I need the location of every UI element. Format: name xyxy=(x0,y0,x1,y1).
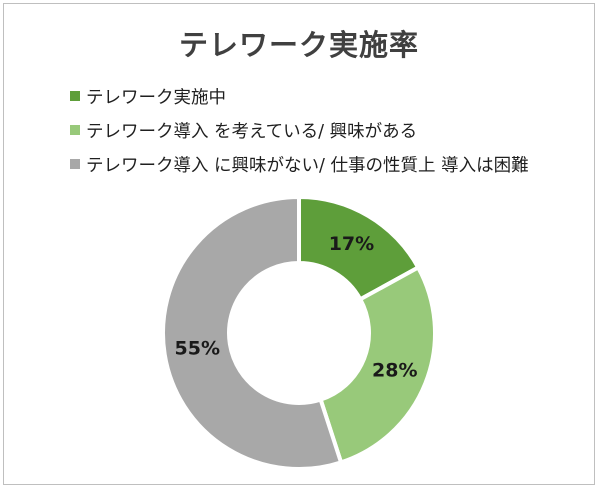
legend-label-implementing: テレワーク実施中 xyxy=(86,87,226,108)
legend-item-not-interested: テレワーク導入 に興味がない/ 仕事の性質上 導入は困難 xyxy=(70,150,529,178)
legend: テレワーク実施中 テレワーク導入 を考えている/ 興味がある テレワーク導入 に… xyxy=(70,82,529,184)
data-label-considering: 28% xyxy=(372,359,417,381)
data-label-implementing: 17% xyxy=(329,233,374,255)
data-label-not-interested: 55% xyxy=(175,338,220,360)
legend-swatch-considering xyxy=(70,125,80,135)
legend-label-considering: テレワーク導入 を考えている/ 興味がある xyxy=(86,121,418,142)
legend-label-not-interested: テレワーク導入 に興味がない/ 仕事の性質上 導入は困難 xyxy=(86,155,529,176)
chart-title: テレワーク実施率 xyxy=(178,28,419,62)
slice-considering xyxy=(318,264,437,465)
slice-not-interested xyxy=(161,194,344,471)
legend-swatch-implementing xyxy=(70,91,80,101)
legend-item-considering: テレワーク導入 を考えている/ 興味がある xyxy=(70,116,529,144)
legend-item-implementing: テレワーク実施中 xyxy=(70,82,529,110)
legend-swatch-not-interested xyxy=(70,159,80,169)
